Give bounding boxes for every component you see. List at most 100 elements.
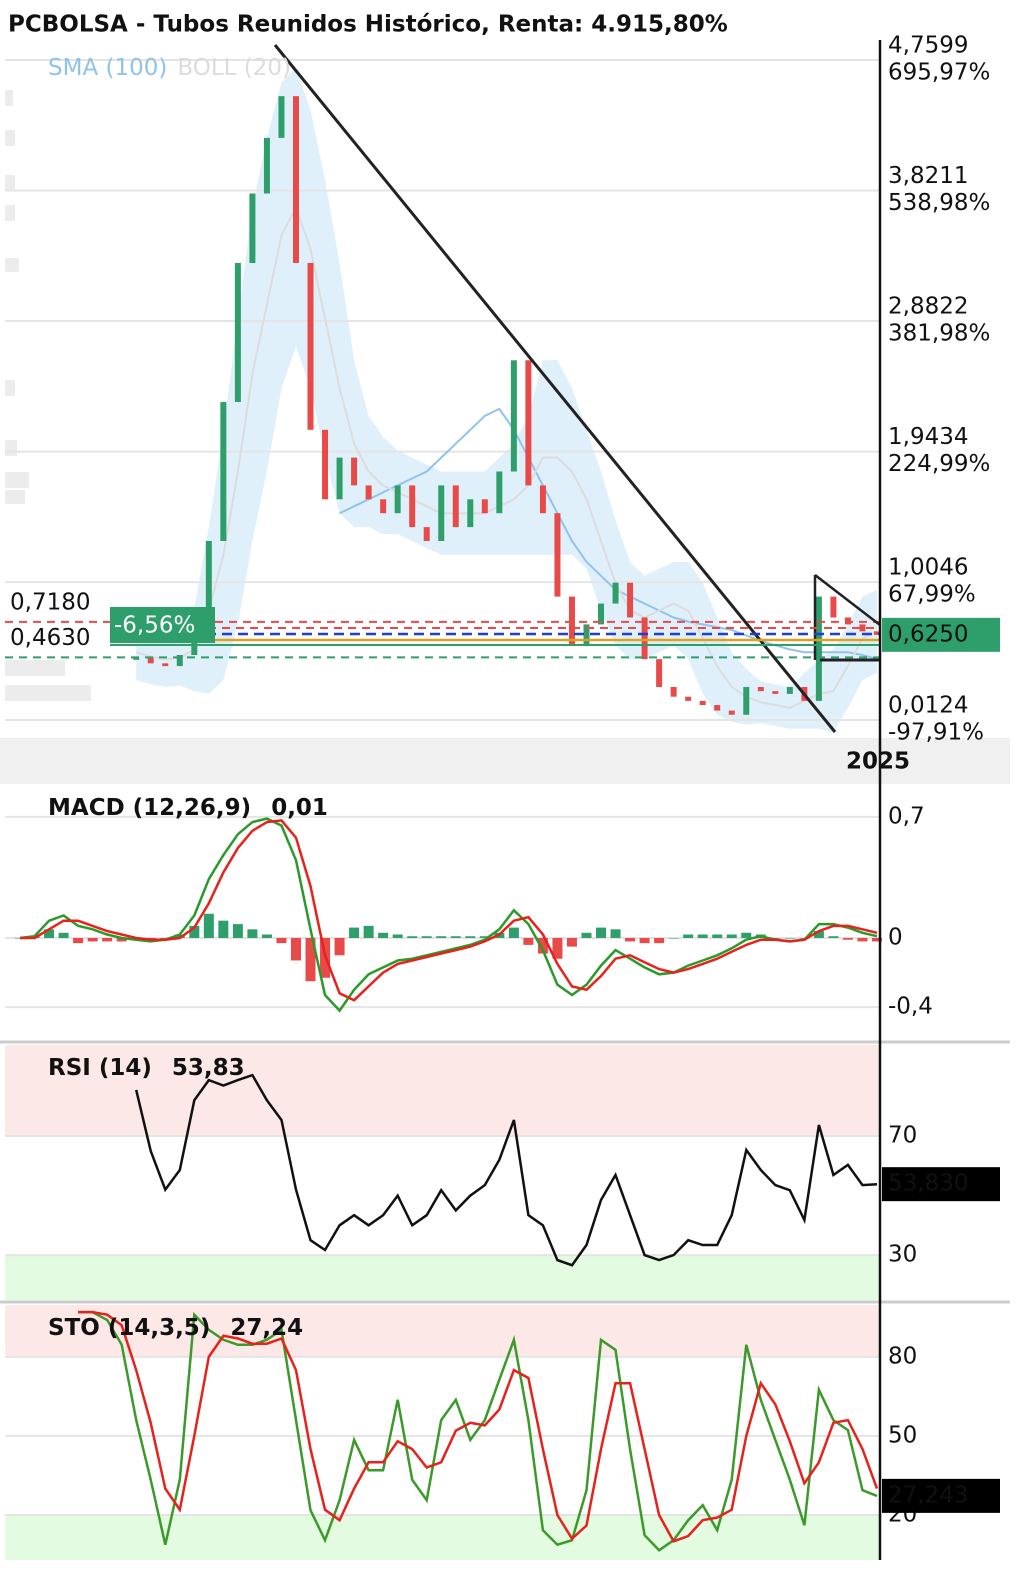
candle xyxy=(670,686,677,697)
histogram-bar xyxy=(407,936,418,938)
legend-entry: BOLL (20) xyxy=(177,55,291,81)
y-tick-label: 80 xyxy=(888,1343,917,1369)
candle xyxy=(452,485,459,528)
candle xyxy=(772,691,779,694)
histogram-bar xyxy=(334,937,345,956)
title-bg xyxy=(0,2,880,42)
histogram-bar xyxy=(479,936,490,938)
indicator-name: MACD (12,26,9) xyxy=(48,795,251,821)
indicator-value: 53,83 xyxy=(172,1055,245,1081)
series-line xyxy=(339,407,878,661)
oversold-zone xyxy=(5,1255,880,1300)
candle xyxy=(162,663,169,667)
candle xyxy=(496,471,503,514)
candle xyxy=(510,360,517,472)
histogram-bar xyxy=(465,936,476,938)
indicator-value: 27,24 xyxy=(230,1315,303,1341)
candle xyxy=(263,137,270,194)
price-tag xyxy=(882,1478,1000,1513)
histogram-bar xyxy=(378,932,389,938)
histogram-bar xyxy=(421,936,432,938)
histogram-bar xyxy=(537,937,548,954)
series-line xyxy=(78,1310,878,1552)
candle xyxy=(394,485,401,514)
y-tick-label: 50 xyxy=(888,1422,917,1448)
y-tick-label: 1,9434 xyxy=(888,424,968,450)
histogram-bar xyxy=(610,929,621,938)
candle xyxy=(583,624,590,646)
histogram-bar xyxy=(566,937,577,947)
chart-title: PCBOLSA - Tubos Reunidos Histórico, Rent… xyxy=(8,12,728,38)
series-line xyxy=(135,204,878,709)
x-tick-label: 2025 xyxy=(846,749,910,775)
candle xyxy=(757,686,764,692)
candle xyxy=(467,499,474,528)
histogram-bar xyxy=(189,925,200,938)
change-label: -6,56% xyxy=(114,613,195,639)
candle xyxy=(147,657,154,664)
price-tag xyxy=(882,1167,1000,1202)
histogram-bar xyxy=(247,929,258,938)
candle xyxy=(438,485,445,542)
candle xyxy=(380,499,387,514)
candle xyxy=(859,624,866,632)
histogram-bar xyxy=(261,934,272,938)
histogram-bar xyxy=(116,937,127,942)
histogram-bar xyxy=(305,937,316,982)
reference-label: 0,4630 xyxy=(10,625,90,651)
candle xyxy=(874,631,880,635)
candle xyxy=(234,262,241,402)
y-tick-label: 30 xyxy=(888,1242,917,1268)
panel-title: STO (14,3,5) 27,24 xyxy=(48,1315,303,1341)
candle xyxy=(322,429,329,500)
y-tick-label: 70 xyxy=(888,1123,917,1149)
y-tick-label: 1,0046 xyxy=(888,555,968,581)
histogram-bar xyxy=(828,936,839,938)
indicator-name: RSI (14) xyxy=(48,1055,152,1081)
oversold-zone xyxy=(5,1514,880,1560)
histogram-bar xyxy=(349,927,360,938)
y2-tick-label: 224,99% xyxy=(888,451,990,477)
candle xyxy=(133,657,140,660)
histogram-bar xyxy=(363,925,374,938)
price-tag-label: 53,830 xyxy=(888,1171,968,1197)
histogram-bar xyxy=(58,932,69,938)
candle xyxy=(409,485,416,528)
candle xyxy=(612,582,619,604)
histogram-bar xyxy=(552,937,563,959)
price-tag-label: 27,243 xyxy=(888,1482,968,1508)
histogram-bar xyxy=(857,937,868,942)
candle xyxy=(815,596,822,701)
histogram-bar xyxy=(784,937,795,939)
candle xyxy=(598,603,605,625)
histogram-bar xyxy=(392,934,403,938)
y-tick-label: 2,8822 xyxy=(888,294,968,320)
histogram-bar xyxy=(174,934,185,938)
histogram-bar xyxy=(770,937,781,939)
y-tick-label: -0,4 xyxy=(888,994,933,1020)
histogram-bar xyxy=(232,924,243,938)
candle xyxy=(278,96,285,138)
candle xyxy=(627,582,634,618)
histogram-bar xyxy=(741,932,752,938)
y2-tick-label: 67,99% xyxy=(888,582,976,608)
candle xyxy=(481,499,488,514)
candle xyxy=(743,686,750,715)
y2-tick-label: -97,91% xyxy=(888,720,984,746)
candle xyxy=(365,485,372,500)
candle xyxy=(249,193,256,263)
plot-layer xyxy=(5,59,882,1560)
x-axis-strip xyxy=(0,738,1010,784)
series-line xyxy=(134,1073,878,1267)
y-tick-label: 0 xyxy=(888,924,903,950)
histogram-bar xyxy=(596,927,607,938)
candle xyxy=(830,596,837,618)
y-tick-label: 0,0124 xyxy=(888,693,968,719)
candle xyxy=(786,686,793,694)
histogram-bar xyxy=(87,937,98,942)
drawings: -6,56% PCBOLSA - Tubos Reunidos Históric… xyxy=(0,2,1000,1560)
histogram-bar xyxy=(872,937,882,942)
candle xyxy=(699,700,706,706)
histogram-bar xyxy=(712,934,723,938)
